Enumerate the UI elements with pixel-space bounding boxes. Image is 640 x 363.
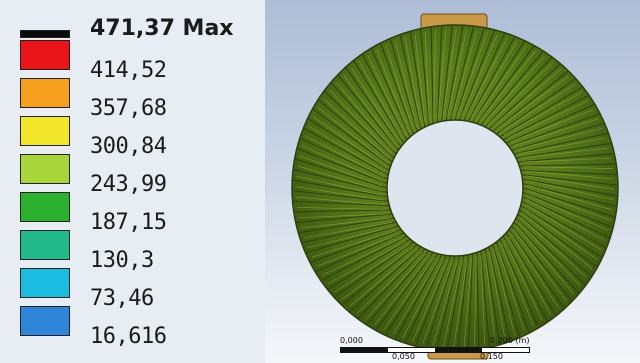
legend-label-3: 300,84 <box>90 134 167 159</box>
legend-swatch-8 <box>20 306 70 336</box>
legend-swatch-6 <box>20 230 70 260</box>
scale-mid-left-label: 0,050 <box>392 352 415 361</box>
coil-windings-highlight <box>295 28 615 348</box>
legend-label-2: 357,68 <box>90 96 167 121</box>
legend-label-6: 130,3 <box>90 248 154 273</box>
scale-left-label: 0,000 <box>340 336 363 345</box>
scale-bar-segments <box>340 347 530 353</box>
toroid-hole <box>386 119 524 257</box>
legend-swatch-1 <box>20 40 70 70</box>
legend-label-1: 414,52 <box>90 58 167 83</box>
legend-label-5: 187,15 <box>90 210 167 235</box>
legend-swatch-max <box>20 30 70 38</box>
legend-swatch-5 <box>20 192 70 222</box>
scale-bar: 0,000 0,200 (m) 0,050 0,150 <box>340 336 530 361</box>
toroid-coil-model <box>291 13 619 360</box>
model-viewport[interactable] <box>265 0 640 363</box>
legend-swatch-2 <box>20 78 70 108</box>
legend-label-4: 243,99 <box>90 172 167 197</box>
legend-max-label: 471,37 Max <box>90 16 234 41</box>
legend-swatch-4 <box>20 154 70 184</box>
legend-panel: 471,37 Max 414,52 357,68 300,84 243,99 1… <box>0 0 265 363</box>
scale-right-label: 0,200 (m) <box>490 336 530 345</box>
legend-label-8: 16,616 <box>90 324 167 349</box>
legend-swatch-7 <box>20 268 70 298</box>
legend-label-7: 73,46 <box>90 286 154 311</box>
coil-windings <box>291 24 619 352</box>
legend-swatch-3 <box>20 116 70 146</box>
scale-mid-right-label: 0,150 <box>480 352 503 361</box>
